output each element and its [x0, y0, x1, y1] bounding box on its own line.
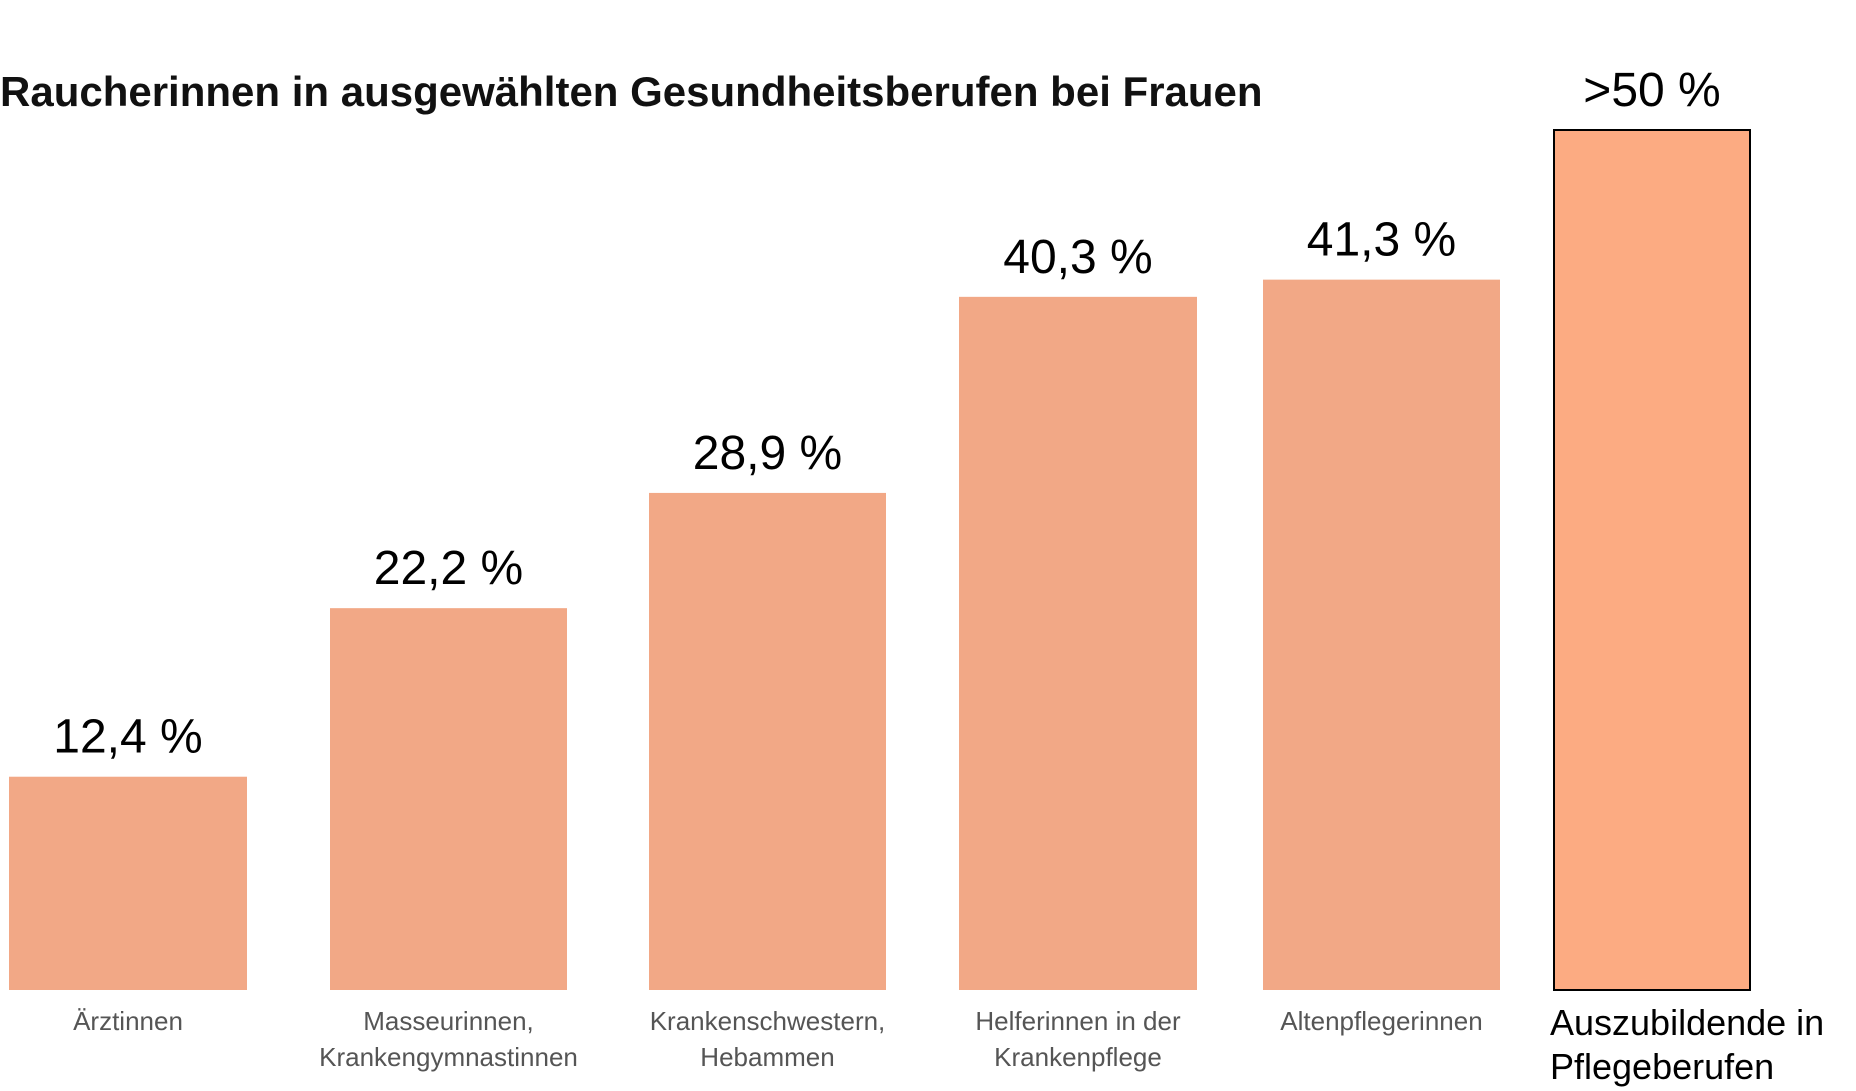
value-label: 41,3 % [1307, 214, 1456, 267]
chart: Raucherinnen in ausgewählten Gesundheits… [0, 0, 1856, 1091]
category-label: Altenpflegerinnen [1280, 1006, 1482, 1036]
bar [959, 297, 1197, 990]
bar [1554, 130, 1750, 990]
category-label: Krankengymnastinnen [319, 1042, 578, 1072]
value-label: 40,3 % [1003, 231, 1152, 284]
category-label: Krankenschwestern, [650, 1006, 886, 1036]
bar [1263, 280, 1500, 990]
category-label: Helferinnen in der [975, 1006, 1181, 1036]
chart-title: Raucherinnen in ausgewählten Gesundheits… [0, 68, 1263, 115]
category-label: Masseurinnen, [363, 1006, 534, 1036]
bar [9, 777, 247, 990]
value-label: 28,9 % [693, 427, 842, 480]
bar [330, 608, 567, 990]
category-label: Hebammen [700, 1042, 834, 1072]
category-label: Ärztinnen [73, 1006, 183, 1036]
category-label: Pflegeberufen [1550, 1046, 1774, 1087]
category-label: Auszubildende in [1550, 1002, 1824, 1043]
value-label: 12,4 % [53, 711, 202, 764]
bar [649, 493, 886, 990]
value-label: >50 % [1583, 64, 1720, 117]
page: Raucherinnen in ausgewählten Gesundheits… [0, 0, 1856, 1091]
value-label: 22,2 % [374, 542, 523, 595]
category-label: Krankenpflege [994, 1042, 1162, 1072]
